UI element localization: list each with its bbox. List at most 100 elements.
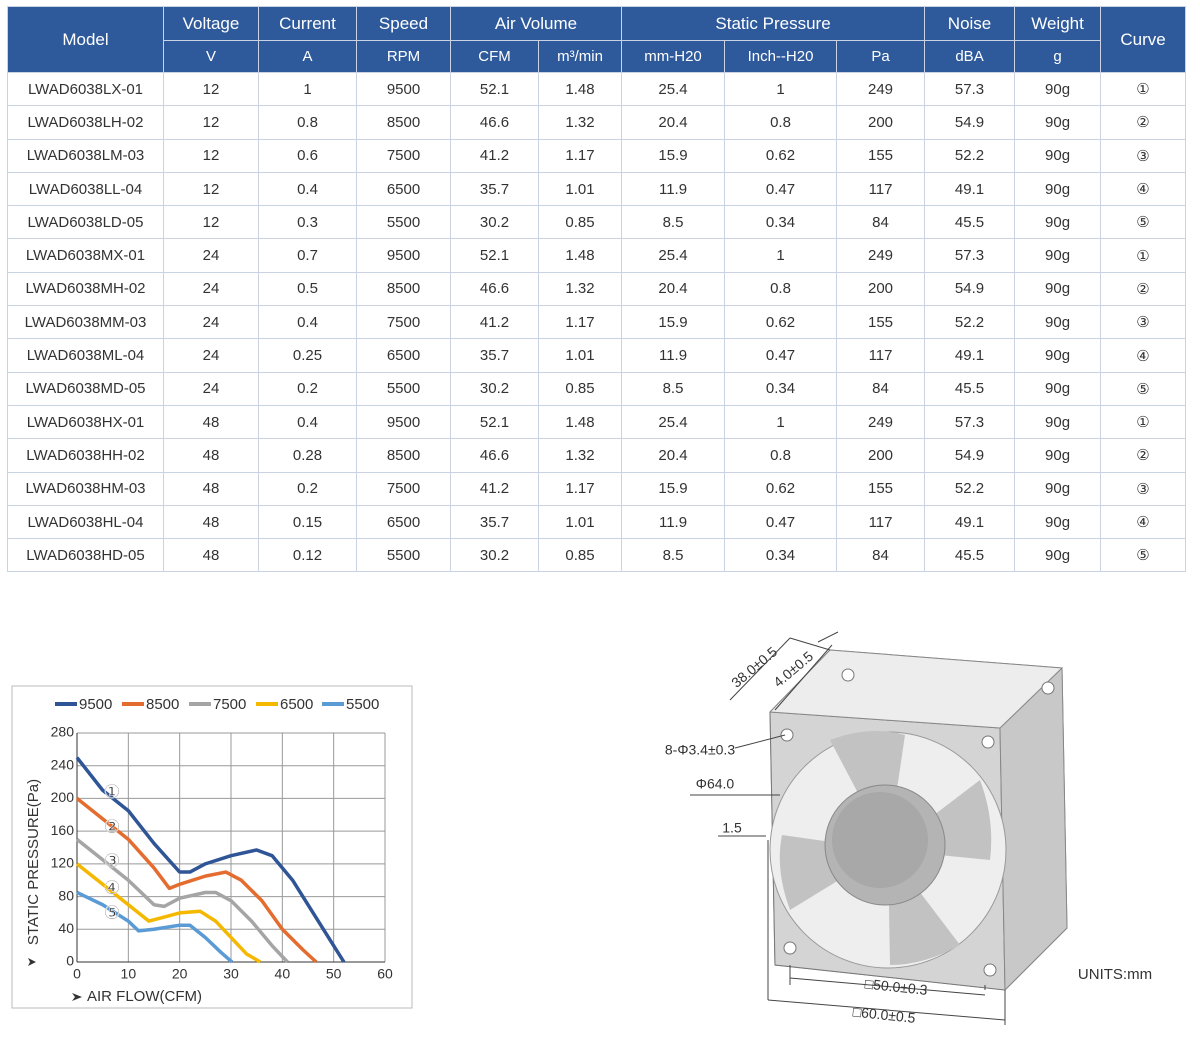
- table-row: LWAD6038MD-05 24 0.2 5500 30.2 0.85 8.5 0.34 84 4…: [7, 371, 1187, 406]
- table-cell: ④: [1100, 338, 1187, 373]
- table-cell: 20.4: [621, 438, 726, 473]
- table-cell: 0.15: [258, 504, 357, 540]
- table-cell: 0.4: [258, 404, 357, 440]
- column-header: Noise: [924, 6, 1016, 41]
- table-cell: 24: [163, 305, 259, 340]
- table-cell: 35.7: [450, 171, 539, 207]
- table-cell: 7500: [356, 138, 451, 173]
- table-cell: 6500: [356, 171, 451, 207]
- table-cell: ⑤: [1100, 371, 1187, 406]
- table-cell: 90g: [1014, 438, 1102, 473]
- table-cell: 0.4: [258, 305, 357, 340]
- dimension-label: □60.0±0.5: [852, 1003, 916, 1026]
- table-cell: 117: [836, 504, 926, 540]
- table-cell: 90g: [1014, 305, 1102, 340]
- table-cell: 8500: [356, 438, 451, 473]
- table-cell: 25.4: [621, 238, 726, 273]
- table-cell: 45.5: [924, 205, 1016, 240]
- table-cell: 52.2: [924, 138, 1016, 173]
- table-cell: 24: [163, 238, 259, 273]
- table-cell: 52.1: [450, 71, 539, 107]
- table-cell: 84: [836, 371, 926, 406]
- table-cell: 57.3: [924, 71, 1016, 107]
- unit-header: m³/min: [537, 40, 623, 73]
- table-cell: 0.85: [537, 371, 623, 406]
- column-header: Speed: [356, 6, 451, 41]
- table-cell: 20.4: [621, 271, 726, 307]
- y-tick-label: 200: [51, 789, 75, 805]
- table-cell: 1: [258, 71, 357, 107]
- table-cell: 155: [836, 471, 926, 506]
- table-cell: LWAD6038ML-04: [7, 338, 164, 373]
- table-cell: ⑤: [1100, 538, 1187, 573]
- table-row: LWAD6038MX-01 24 0.7 9500 52.1 1.48 25.4 1 249 57…: [7, 238, 1187, 273]
- dimension-label: 38.0±0.5: [728, 643, 780, 690]
- table-cell: LWAD6038LX-01: [7, 71, 164, 107]
- table-row: LWAD6038HD-05 48 0.12 5500 30.2 0.85 8.5 0.34 84…: [7, 538, 1187, 573]
- table-cell: 90g: [1014, 238, 1102, 273]
- table-cell: 8500: [356, 105, 451, 140]
- table-cell: 12: [163, 71, 259, 107]
- table-cell: 7500: [356, 471, 451, 506]
- table-cell: 90g: [1014, 338, 1102, 373]
- table-cell: 5500: [356, 205, 451, 240]
- y-tick-label: 80: [58, 887, 74, 903]
- table-cell: LWAD6038LH-02: [7, 105, 164, 140]
- y-tick-label: 160: [51, 822, 75, 838]
- table-cell: ②: [1100, 271, 1187, 307]
- table-cell: LWAD6038LM-03: [7, 138, 164, 173]
- table-cell: 48: [163, 538, 259, 573]
- table-cell: 249: [836, 238, 926, 273]
- series-line: [75, 837, 289, 964]
- table-cell: 48: [163, 471, 259, 506]
- table-cell: 30.2: [450, 538, 539, 573]
- table-cell: 1.17: [537, 138, 623, 173]
- table-cell: 0.28: [258, 438, 357, 473]
- table-cell: 1: [724, 404, 838, 440]
- dimension-label: 8-Φ3.4±0.3: [665, 742, 735, 758]
- table-row: LWAD6038MM-03 24 0.4 7500 41.2 1.17 15.9 0.62 15…: [7, 305, 1187, 340]
- table-cell: 1.01: [537, 171, 623, 207]
- table-cell: 0.6: [258, 138, 357, 173]
- table-cell: 25.4: [621, 404, 726, 440]
- y-arrow: [28, 958, 36, 966]
- table-cell: 0.8: [724, 105, 838, 140]
- table-cell: 20.4: [621, 105, 726, 140]
- table-row: LWAD6038LD-05 12 0.3 5500 30.2 0.85 8.5 0.34 84 4…: [7, 205, 1187, 240]
- table-cell: 1: [724, 71, 838, 107]
- table-cell: LWAD6038MX-01: [7, 238, 164, 273]
- table-cell: 0.47: [724, 338, 838, 373]
- table-cell: 1.48: [537, 404, 623, 440]
- legend-label: 9500: [79, 696, 112, 713]
- x-tick-label: 10: [121, 966, 137, 982]
- column-header: Curve: [1100, 6, 1187, 73]
- table-cell: 0.85: [537, 205, 623, 240]
- table-cell: 249: [836, 404, 926, 440]
- table-cell: 200: [836, 105, 926, 140]
- table-cell: LWAD6038MD-05: [7, 371, 164, 406]
- x-tick-label: 50: [326, 966, 342, 982]
- table-cell: 0.47: [724, 504, 838, 540]
- legend-label: 7500: [213, 696, 246, 713]
- series-line: [75, 862, 262, 964]
- table-cell: 249: [836, 71, 926, 107]
- table-cell: 46.6: [450, 105, 539, 140]
- table-cell: ⑤: [1100, 205, 1187, 240]
- table-cell: 1.48: [537, 71, 623, 107]
- table-cell: 0.47: [724, 171, 838, 207]
- table-cell: 8.5: [621, 205, 726, 240]
- table-row: LWAD6038HH-02 48 0.28 8500 46.6 1.32 20.4 0.8 20…: [7, 438, 1187, 473]
- unit-header: CFM: [450, 40, 539, 73]
- x-tick-label: 0: [73, 966, 81, 982]
- table-cell: 0.8: [724, 438, 838, 473]
- table-cell: 1.32: [537, 438, 623, 473]
- column-header: Weight: [1014, 6, 1102, 41]
- table-cell: 90g: [1014, 71, 1102, 107]
- table-cell: 12: [163, 171, 259, 207]
- table-cell: 0.4: [258, 171, 357, 207]
- table-cell: LWAD6038HL-04: [7, 504, 164, 540]
- table-cell: 12: [163, 205, 259, 240]
- table-cell: 117: [836, 171, 926, 207]
- x-tick-label: 30: [223, 966, 239, 982]
